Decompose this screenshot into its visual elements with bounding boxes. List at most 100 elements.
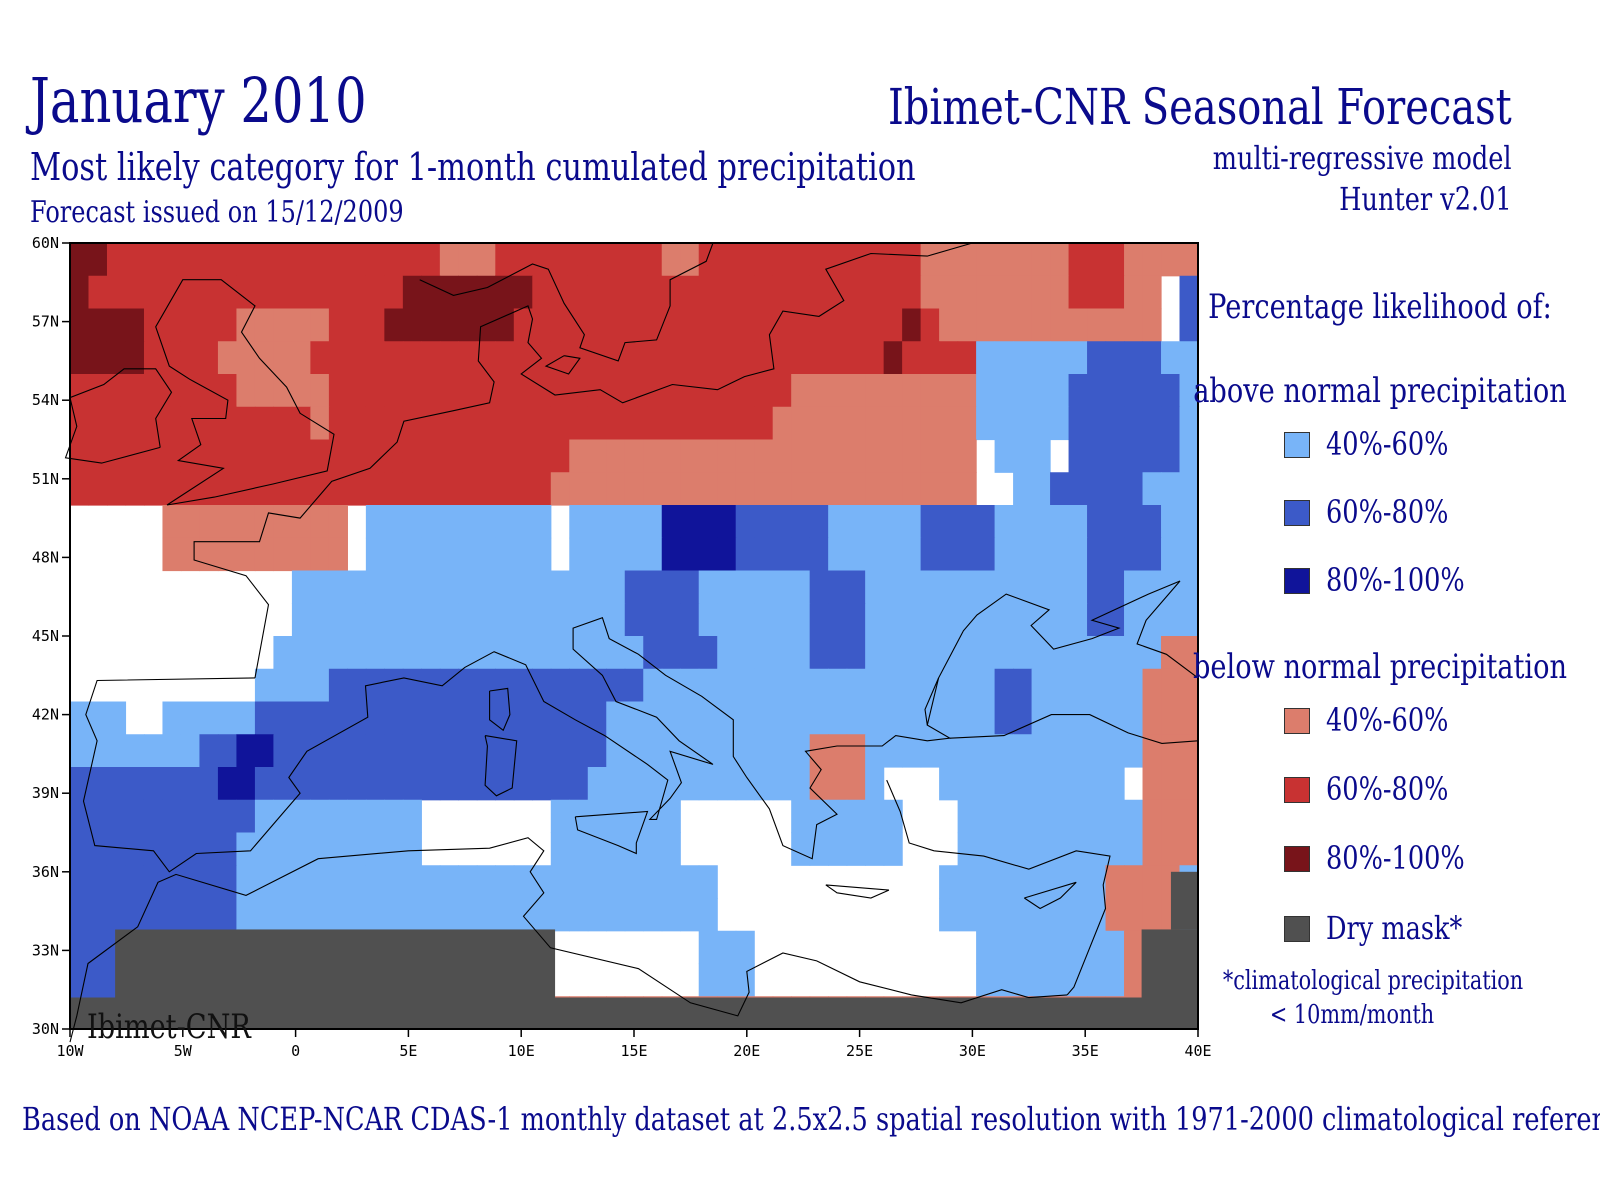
grid-cell bbox=[772, 668, 792, 703]
grid-cell bbox=[402, 799, 422, 834]
grid-cell bbox=[883, 832, 903, 866]
grid-cell bbox=[1050, 799, 1070, 834]
grid-cell bbox=[421, 374, 441, 408]
grid-cell bbox=[291, 668, 311, 703]
grid-cell bbox=[532, 439, 552, 473]
grid-cell bbox=[1161, 701, 1181, 735]
grid-cell bbox=[476, 767, 496, 801]
grid-cell bbox=[865, 734, 885, 768]
grid-cell bbox=[365, 734, 385, 768]
grid-cell bbox=[587, 570, 607, 604]
grid-cell bbox=[883, 243, 903, 277]
grid-cell bbox=[236, 832, 256, 866]
grid-cell bbox=[717, 570, 737, 604]
grid-cell bbox=[513, 472, 533, 506]
grid-cell bbox=[1013, 537, 1033, 572]
grid-cell bbox=[883, 636, 903, 670]
grid-cell bbox=[384, 898, 404, 932]
grid-cell bbox=[421, 505, 441, 539]
grid-cell bbox=[1179, 603, 1199, 637]
grid-cell bbox=[476, 570, 496, 604]
grid-cell bbox=[1031, 701, 1051, 735]
grid-cell bbox=[846, 505, 866, 539]
grid-cell bbox=[735, 308, 755, 342]
grid-cell bbox=[1013, 832, 1033, 866]
grid-cell bbox=[254, 734, 275, 768]
grid-cell bbox=[291, 734, 311, 768]
grid-cell bbox=[476, 636, 496, 670]
legend-heading: Percentage likelihood of: bbox=[1208, 287, 1552, 327]
grid-cell bbox=[88, 734, 108, 768]
grid-cell bbox=[1179, 406, 1199, 441]
grid-cell bbox=[310, 439, 330, 473]
grid-cell bbox=[1013, 406, 1033, 441]
grid-cell bbox=[1050, 537, 1070, 572]
grid-cell bbox=[70, 898, 90, 932]
grid-cell bbox=[421, 603, 441, 637]
grid-cell bbox=[624, 603, 644, 637]
grid-cell bbox=[1124, 505, 1144, 539]
grid-cell bbox=[1161, 472, 1181, 506]
grid-cell bbox=[236, 308, 256, 342]
grid-cell bbox=[1087, 243, 1107, 277]
grid-cell bbox=[643, 537, 663, 572]
grid-cell bbox=[994, 341, 1014, 375]
grid-cell bbox=[735, 668, 755, 703]
grid-cell bbox=[680, 505, 700, 539]
grid-cell bbox=[254, 406, 275, 441]
grid-cell bbox=[532, 734, 552, 768]
grid-cell bbox=[476, 472, 496, 506]
grid-cell bbox=[661, 636, 681, 670]
grid-cell bbox=[1142, 799, 1162, 834]
grid-cell bbox=[772, 308, 792, 342]
grid-cell bbox=[902, 537, 922, 572]
grid-cell bbox=[199, 898, 219, 932]
grid-cell bbox=[513, 275, 533, 310]
grid-cell bbox=[698, 243, 718, 277]
grid-cell bbox=[717, 341, 737, 375]
grid-cell bbox=[439, 406, 459, 441]
grid-cell bbox=[606, 734, 626, 768]
lat-tick-label: 54N bbox=[32, 391, 59, 409]
grid-cell bbox=[532, 636, 552, 670]
grid-cell bbox=[661, 668, 681, 703]
grid-cell bbox=[1105, 308, 1125, 342]
grid-cell bbox=[846, 374, 866, 408]
grid-cell bbox=[1013, 603, 1033, 637]
grid-cell bbox=[976, 668, 996, 703]
grid-cell bbox=[199, 505, 219, 539]
grid-cell bbox=[1031, 505, 1051, 539]
grid-cell bbox=[735, 930, 755, 965]
grid-cell bbox=[310, 767, 330, 801]
grid-cell bbox=[680, 636, 700, 670]
grid-cell bbox=[439, 374, 459, 408]
grid-cell bbox=[939, 603, 959, 637]
grid-cell bbox=[735, 406, 755, 441]
grid-cell bbox=[698, 439, 718, 473]
grid-cell bbox=[421, 701, 441, 735]
grid-cell bbox=[587, 734, 607, 768]
grid-cell bbox=[495, 275, 515, 310]
grid-cell bbox=[199, 406, 219, 441]
grid-cell bbox=[1031, 603, 1051, 637]
grid-cell bbox=[1142, 570, 1162, 604]
grid-cell bbox=[809, 341, 829, 375]
grid-cell bbox=[643, 472, 663, 506]
grid-cell bbox=[569, 537, 589, 572]
grid-cell bbox=[106, 701, 127, 735]
grid-cell bbox=[1031, 898, 1051, 932]
grid-cell bbox=[717, 439, 737, 473]
grid-cell bbox=[495, 898, 515, 932]
grid-cell bbox=[1142, 472, 1162, 506]
grid-cell bbox=[994, 406, 1014, 441]
grid-cell bbox=[217, 243, 238, 277]
grid-cell bbox=[735, 570, 755, 604]
grid-cell bbox=[106, 832, 127, 866]
grid-cell bbox=[772, 374, 792, 408]
grid-cell bbox=[88, 308, 108, 342]
grid-cell bbox=[1161, 603, 1181, 637]
grid-cell bbox=[476, 243, 496, 277]
grid-cell bbox=[310, 406, 330, 441]
grid-cell bbox=[328, 537, 348, 572]
grid-cell bbox=[458, 472, 478, 506]
